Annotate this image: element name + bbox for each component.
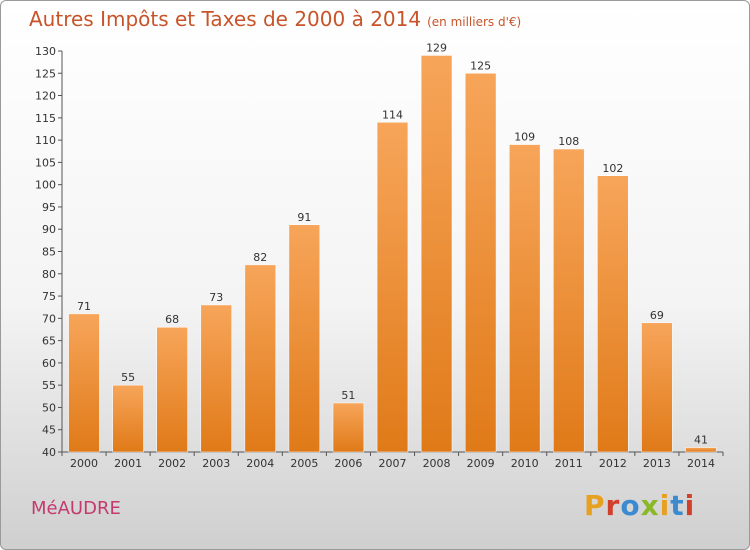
bar-value-label: 102 bbox=[602, 162, 623, 175]
x-tick-label: 2003 bbox=[202, 457, 230, 470]
bar-value-label: 69 bbox=[650, 309, 664, 322]
bar bbox=[376, 122, 409, 453]
bar bbox=[112, 384, 144, 453]
bar bbox=[420, 55, 453, 453]
chart-title: Autres Impôts et Taxes de 2000 à 2014 (en… bbox=[29, 7, 521, 31]
bar-value-label: 41 bbox=[694, 434, 708, 447]
bar bbox=[68, 313, 100, 453]
y-tick-label: 45 bbox=[42, 424, 56, 437]
x-tick-label: 2000 bbox=[70, 457, 98, 470]
y-tick-label: 115 bbox=[35, 112, 56, 125]
x-tick-label: 2014 bbox=[687, 457, 715, 470]
logo-letter: P bbox=[584, 489, 606, 522]
y-tick-label: 90 bbox=[42, 223, 56, 236]
bar-value-label: 51 bbox=[341, 389, 355, 402]
y-tick-label: 75 bbox=[42, 290, 56, 303]
bar-value-label: 82 bbox=[253, 251, 267, 264]
logo-letter: o bbox=[620, 489, 641, 522]
x-tick-label: 2012 bbox=[599, 457, 627, 470]
bar-value-label: 68 bbox=[165, 313, 179, 326]
bar-value-label: 73 bbox=[209, 291, 223, 304]
logo-letter: r bbox=[605, 489, 621, 522]
bar bbox=[597, 175, 629, 453]
bar-value-label: 91 bbox=[297, 211, 311, 224]
proxiti-logo: Proxiti bbox=[584, 489, 695, 522]
x-tick-label: 2007 bbox=[379, 457, 407, 470]
x-tick-label: 2011 bbox=[555, 457, 583, 470]
y-tick-label: 110 bbox=[35, 134, 56, 147]
logo-letter: i bbox=[684, 489, 696, 522]
y-tick-label: 80 bbox=[42, 268, 56, 281]
bar bbox=[332, 402, 365, 453]
bar bbox=[288, 224, 321, 453]
x-tick-label: 2008 bbox=[423, 457, 451, 470]
logo-letter: t bbox=[670, 489, 685, 522]
bar bbox=[464, 73, 497, 453]
y-tick-label: 105 bbox=[35, 156, 56, 169]
bar bbox=[685, 447, 717, 453]
place-name: MéAUDRE bbox=[31, 498, 121, 519]
bar-value-label: 114 bbox=[382, 108, 403, 121]
y-tick-label: 70 bbox=[42, 312, 56, 325]
x-tick-label: 2001 bbox=[114, 457, 142, 470]
chart-bars: 71 55 68 73 82 91 51 114 129 125 109 108 102 69 41 bbox=[68, 41, 717, 453]
bar bbox=[553, 148, 585, 453]
y-tick-label: 55 bbox=[42, 379, 56, 392]
y-tick-label: 50 bbox=[42, 401, 56, 414]
x-tick-label: 2013 bbox=[643, 457, 671, 470]
x-tick-label: 2004 bbox=[246, 457, 274, 470]
y-tick-label: 125 bbox=[35, 67, 56, 80]
bar bbox=[156, 326, 188, 453]
y-tick-label: 60 bbox=[42, 357, 56, 370]
logo-letter: x bbox=[640, 489, 660, 522]
y-tick-label: 120 bbox=[35, 90, 56, 103]
bar bbox=[200, 304, 232, 453]
bar-value-label: 109 bbox=[514, 131, 535, 144]
bar-value-label: 71 bbox=[77, 300, 91, 313]
bar-value-label: 108 bbox=[558, 135, 579, 148]
x-tick-label: 2002 bbox=[158, 457, 186, 470]
x-tick-label: 2005 bbox=[290, 457, 318, 470]
x-tick-label: 2009 bbox=[467, 457, 495, 470]
bar bbox=[244, 264, 276, 453]
x-tick-label: 2010 bbox=[511, 457, 539, 470]
bar bbox=[509, 144, 541, 453]
y-tick-label: 100 bbox=[35, 179, 56, 192]
chart-title-text: Autres Impôts et Taxes de 2000 à 2014 bbox=[29, 7, 422, 31]
y-tick-label: 95 bbox=[42, 201, 56, 214]
y-tick-label: 130 bbox=[35, 45, 56, 58]
logo-letter: i bbox=[659, 489, 671, 522]
bar-value-label: 125 bbox=[470, 59, 491, 72]
chart-subtitle: (en milliers d'€) bbox=[427, 15, 522, 29]
bar-value-label: 129 bbox=[426, 41, 447, 54]
y-tick-label: 65 bbox=[42, 335, 56, 348]
y-tick-label: 85 bbox=[42, 246, 56, 259]
y-tick-label: 40 bbox=[42, 446, 56, 459]
chart-axes: 40 45 50 55 60 65 70 75 80 85 90 95 100 105 110 115 120 1… bbox=[35, 45, 724, 470]
bar bbox=[641, 322, 673, 453]
bar-value-label: 55 bbox=[121, 371, 135, 384]
x-tick-label: 2006 bbox=[334, 457, 362, 470]
